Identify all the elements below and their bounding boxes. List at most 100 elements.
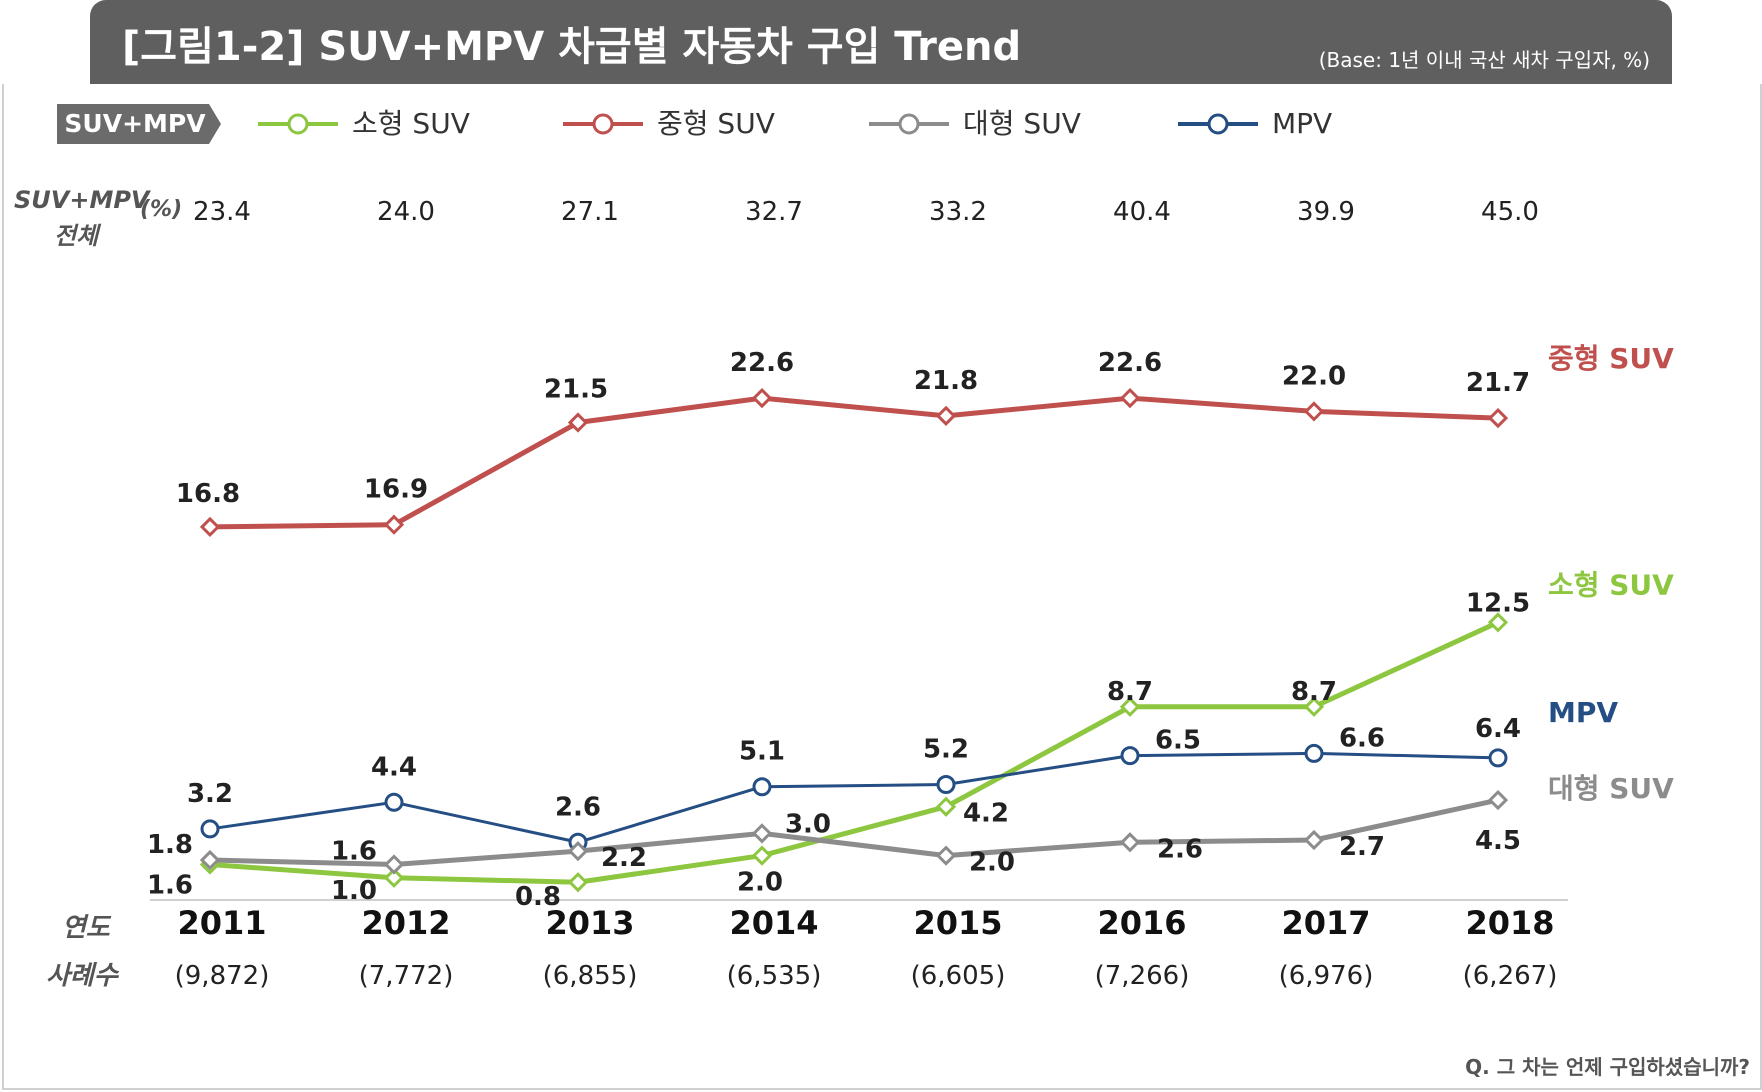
circle-icon (898, 113, 920, 135)
data-point (936, 775, 956, 795)
data-label: 0.8 (515, 882, 561, 912)
legend-label-large-suv: 대형 SUV (963, 107, 1081, 140)
data-label: 3.0 (785, 809, 831, 839)
data-point (1120, 746, 1140, 766)
cases-row-value: (6,267) (1463, 961, 1558, 991)
header-bar: [그림1-2] SUV+MPV 차급별 자동차 구입 Trend (Base: … (90, 0, 1672, 84)
data-label: 5.1 (739, 737, 785, 767)
data-label: 8.7 (1107, 677, 1153, 707)
chart-panel (2, 84, 1762, 1090)
data-label: 2.7 (1339, 832, 1385, 862)
data-point (935, 845, 957, 866)
data-point (751, 845, 773, 866)
data-point (383, 854, 405, 875)
x-tick-label: 2017 (1281, 904, 1370, 942)
chart-title: [그림1-2] SUV+MPV 차급별 자동차 구입 Trend (122, 24, 1022, 70)
cases-row-label: 사례수 (46, 961, 120, 991)
cases-row-value: (6,605) (911, 961, 1006, 991)
x-tick-label: 2016 (1097, 904, 1186, 942)
legend-swatch-mid-suv (563, 113, 643, 135)
total-row-unit: (%) (140, 197, 182, 222)
x-tick-label: 2015 (913, 904, 1002, 942)
total-row-value: 23.4 (193, 197, 251, 227)
legend-swatch-large-suv (869, 113, 949, 135)
data-point (1304, 743, 1324, 763)
data-label: 4.4 (371, 752, 417, 782)
data-label: 1.8 (147, 830, 193, 860)
data-label: 6.6 (1339, 723, 1385, 753)
legend-label-small-suv: 소형 SUV (352, 107, 470, 140)
data-point (567, 841, 589, 862)
data-label: 21.7 (1466, 368, 1530, 398)
data-point (751, 387, 773, 409)
data-point (383, 514, 405, 535)
data-point (567, 872, 589, 893)
total-row-value: 27.1 (561, 197, 619, 227)
cases-row-value: (6,976) (1279, 961, 1374, 991)
data-point (199, 849, 221, 871)
cases-row-value: (7,772) (359, 961, 454, 991)
data-point (200, 819, 220, 839)
data-point (1119, 832, 1141, 853)
total-row-label-line2: 전체 (54, 222, 102, 250)
data-label: 3.2 (187, 779, 233, 809)
x-tick-label: 2013 (545, 904, 634, 942)
data-label: 1.6 (331, 836, 377, 866)
legend-tag: SUV+MPV (57, 104, 221, 144)
data-label: 5.2 (923, 735, 969, 765)
data-label: 2.2 (601, 843, 647, 873)
cases-row-value: (7,266) (1095, 961, 1190, 991)
x-tick-label: 2014 (729, 904, 818, 942)
series-line (209, 620, 1500, 885)
series-end-label: 중형 SUV (1548, 342, 1674, 375)
cases-row-value: (6,855) (543, 961, 638, 991)
data-label: 21.8 (914, 366, 978, 396)
legend-swatch-small-suv (258, 113, 338, 135)
data-label: 2.6 (1157, 834, 1203, 864)
series-end-label: 대형 SUV (1548, 772, 1674, 805)
total-row-value: 39.9 (1297, 197, 1355, 227)
data-point (384, 792, 404, 812)
cases-row-value: (6,535) (727, 961, 822, 991)
data-point (567, 412, 589, 433)
x-tick-label: 2018 (1465, 904, 1554, 942)
data-point (199, 516, 221, 538)
data-label: 2.0 (969, 848, 1015, 878)
data-label: 2.0 (737, 868, 783, 898)
footnote: Q. 그 차는 언제 구입하셨습니까? (1465, 1055, 1750, 1079)
data-point (1303, 401, 1325, 422)
circle-icon (1207, 113, 1229, 135)
data-point (1487, 612, 1509, 633)
data-label: 22.0 (1282, 361, 1346, 391)
series-end-label: 소형 SUV (1548, 568, 1674, 601)
data-point (751, 823, 773, 844)
data-label: 12.5 (1466, 588, 1530, 618)
series-line (209, 751, 1499, 844)
x-tick-label: 2011 (177, 904, 266, 942)
total-row-value: 33.2 (929, 197, 987, 227)
x-tick-label: 2012 (361, 904, 450, 942)
circle-icon (592, 113, 614, 135)
data-label: 6.4 (1475, 714, 1521, 744)
data-label: 21.5 (544, 375, 608, 405)
data-point (1487, 789, 1509, 811)
series-line (209, 395, 1499, 530)
data-label: 22.6 (1098, 348, 1162, 378)
total-row-value: 40.4 (1113, 197, 1171, 227)
legend-tag-shape (57, 104, 221, 144)
data-point (1487, 407, 1509, 429)
legend-swatch-mpv (1178, 113, 1258, 135)
data-label: 1.0 (331, 876, 377, 906)
data-point (935, 405, 957, 426)
legend-label-mpv: MPV (1272, 107, 1333, 140)
data-label: 8.7 (1291, 677, 1337, 707)
data-label: 16.9 (364, 475, 428, 505)
data-point (935, 796, 957, 817)
total-row-value: 32.7 (745, 197, 803, 227)
data-label: 16.8 (176, 479, 240, 509)
data-label: 6.5 (1155, 726, 1201, 756)
data-label: 22.6 (730, 348, 794, 378)
year-row-label: 연도 (62, 913, 112, 943)
base-note: (Base: 1년 이내 국산 새차 구입자, %) (1318, 48, 1650, 72)
